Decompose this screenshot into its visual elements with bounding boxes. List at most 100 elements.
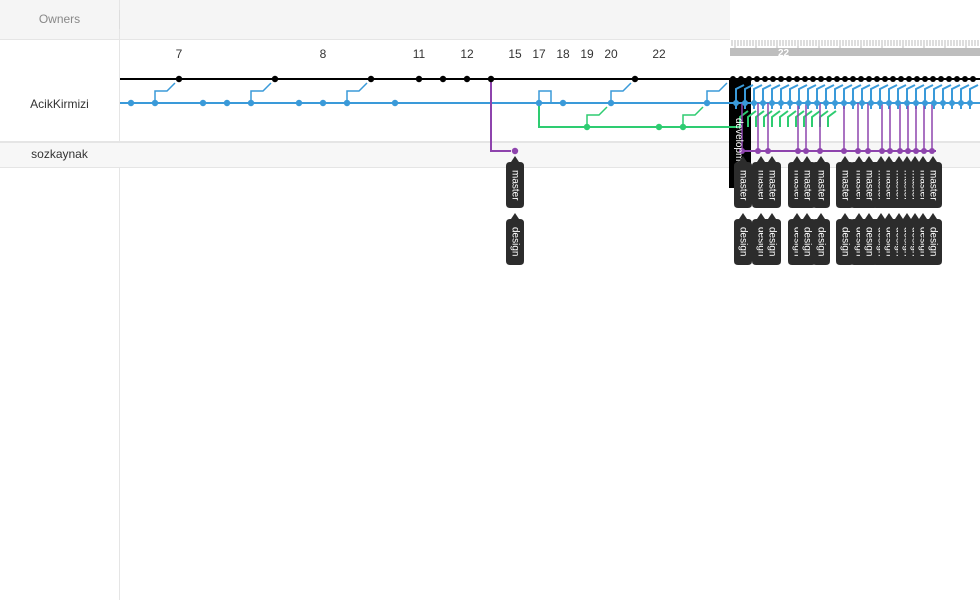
tag-pointer (841, 156, 849, 162)
commit-dot-purple (795, 148, 801, 154)
commit-dot-green (679, 123, 687, 131)
tag-master[interactable]: master (812, 156, 830, 208)
commit-dot-blue (742, 100, 748, 106)
tag-pointer (841, 213, 849, 219)
tag-pointer (768, 213, 776, 219)
timeline-header (120, 0, 730, 40)
tag-master[interactable]: master (763, 156, 781, 208)
merge-arrow-green (739, 110, 749, 127)
tag-bg (734, 162, 752, 208)
commit-dot-blue (787, 100, 793, 106)
commit-dot-master (754, 76, 760, 82)
tag-master[interactable]: master (924, 156, 942, 208)
commit-dot-master (802, 76, 808, 82)
tag-pointer (903, 213, 911, 219)
commit-dot-blue (958, 100, 964, 106)
tag-design[interactable]: design (506, 213, 524, 265)
merge-arrow-blue (154, 82, 176, 103)
dense-date-block (730, 48, 980, 56)
tag-pointer (768, 156, 776, 162)
tag-pointer (911, 156, 919, 162)
commit-dot-blue (343, 99, 351, 107)
branch-step-blue (538, 90, 563, 104)
commit-dot-master (439, 75, 447, 83)
commit-dot-master (762, 76, 768, 82)
date-label: 20 (604, 47, 618, 61)
commit-dot-blue (922, 100, 928, 106)
tag-label: design (839, 227, 850, 256)
tag-bg (836, 219, 854, 265)
commit-dot-blue (751, 100, 757, 106)
branch-line-purple (490, 79, 511, 152)
tag-pointer (793, 156, 801, 162)
commit-dot-blue (841, 100, 847, 106)
commit-dot-purple (905, 148, 911, 154)
date-label: 11 (413, 47, 426, 61)
commit-dot-blue (904, 100, 910, 106)
header-divider (119, 10, 120, 29)
commit-dot-master (898, 76, 904, 82)
commit-dot-blue (151, 99, 159, 107)
tag-pointer (803, 213, 811, 219)
tag-pointer (919, 213, 927, 219)
tag-pointer (885, 213, 893, 219)
tag-design[interactable]: design (924, 213, 942, 265)
commit-dot-blue (703, 99, 711, 107)
commit-dot-blue (295, 99, 303, 107)
commit-dots[interactable] (127, 75, 976, 155)
commit-dot-blue (223, 99, 231, 107)
commit-dot-master (786, 76, 792, 82)
date-label: 12 (460, 47, 474, 61)
owner-row-acikkirmizi[interactable]: AcikKirmizi (30, 97, 89, 111)
commit-dot-purple (855, 148, 861, 154)
tag-pointer (865, 213, 873, 219)
tag-design[interactable]: design (763, 213, 781, 265)
commit-dot-blue (949, 100, 955, 106)
tag-bg (924, 219, 942, 265)
commit-dot-master (954, 76, 960, 82)
tag-design[interactable]: design (798, 213, 816, 265)
commit-dot-master (922, 76, 928, 82)
tag-master[interactable]: master (506, 156, 524, 208)
tag-master[interactable]: master (798, 156, 816, 208)
commit-dot-master (850, 76, 856, 82)
commit-dot-blue (733, 100, 739, 106)
tag-design[interactable]: design (812, 213, 830, 265)
tag-bg (836, 162, 854, 208)
tag-pointer (793, 213, 801, 219)
tag-label: master (801, 170, 812, 201)
tag-label: design (927, 227, 938, 256)
branch-tags[interactable]: masterdesigndevelopmentmasterdesignmaste… (506, 118, 942, 265)
commit-dot-master (487, 75, 495, 83)
tag-pointer (865, 156, 873, 162)
tag-pointer (929, 156, 937, 162)
tag-design[interactable]: design (836, 213, 854, 265)
commit-dot-blue (760, 100, 766, 106)
tag-pointer (877, 213, 885, 219)
tag-pointer (911, 213, 919, 219)
tag-bg (812, 162, 830, 208)
tag-label: design (737, 227, 748, 256)
commit-dot-purple (879, 148, 885, 154)
date-label: 19 (580, 47, 594, 61)
owners-sidebar (0, 0, 120, 600)
commit-dot-master (946, 76, 952, 82)
tag-label: master (883, 170, 894, 201)
commit-dot-purple (511, 147, 519, 155)
commit-dot-master (175, 75, 183, 83)
tag-pointer (817, 213, 825, 219)
tag-master[interactable]: master (734, 156, 752, 208)
merge-arrow-blue (706, 82, 728, 103)
commit-dot-blue (814, 100, 820, 106)
merge-arrow-green (771, 110, 781, 127)
commit-dot-master (738, 76, 744, 82)
merge-arrow-green (586, 106, 608, 127)
tag-pointer (885, 156, 893, 162)
tag-label: design (883, 227, 894, 256)
tag-bg (798, 162, 816, 208)
branch-lines (120, 78, 980, 152)
tag-master[interactable]: master (836, 156, 854, 208)
tag-design[interactable]: design (734, 213, 752, 265)
commit-dot-purple (817, 148, 823, 154)
